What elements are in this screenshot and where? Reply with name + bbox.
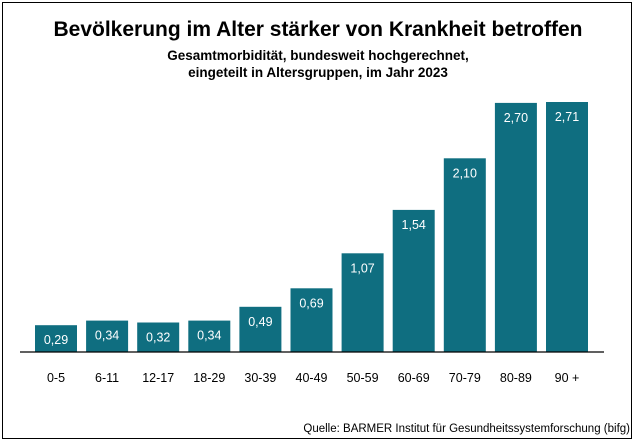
bars-group	[35, 102, 588, 352]
bar-70-79	[444, 158, 486, 352]
category-label-12-17: 12-17	[142, 371, 174, 385]
bar-30-39	[239, 307, 281, 352]
category-labels-group: 0-5 6-11 12-17 18-29 30-39 40-49 50-59 60-69 70-…	[47, 371, 579, 385]
category-label-90plus: 90 +	[555, 371, 580, 385]
category-label-50-59: 50-59	[347, 371, 379, 385]
value-label-90plus: 2,71	[555, 110, 579, 124]
category-label-30-39: 30-39	[244, 371, 276, 385]
category-label-6-11: 6-11	[95, 371, 119, 385]
value-label-40-49: 0,69	[299, 296, 323, 310]
value-label-18-29: 0,34	[197, 329, 221, 343]
value-label-50-59: 1,07	[350, 261, 374, 275]
category-label-80-89: 80-89	[500, 371, 532, 385]
category-label-40-49: 40-49	[296, 371, 328, 385]
value-label-6-11: 0,34	[95, 329, 119, 343]
bar-chart: 0,29 0,34 0,32 0,34 0,49 0,69 1,07 1,54 2,10 2,70…	[0, 0, 636, 443]
value-label-70-79: 2,10	[453, 166, 477, 180]
value-label-0-5: 0,29	[44, 333, 68, 347]
value-label-60-69: 1,54	[402, 218, 426, 232]
category-label-70-79: 70-79	[449, 371, 481, 385]
value-label-80-89: 2,70	[504, 111, 528, 125]
category-label-18-29: 18-29	[193, 371, 225, 385]
value-label-12-17: 0,32	[146, 331, 170, 345]
bar-80-89	[495, 103, 537, 352]
bar-90plus	[546, 102, 588, 352]
value-label-30-39: 0,49	[248, 315, 272, 329]
category-label-0-5: 0-5	[47, 371, 65, 385]
category-label-60-69: 60-69	[398, 371, 430, 385]
source-note: Quelle: BARMER Institut für Gesundheitss…	[303, 423, 630, 435]
